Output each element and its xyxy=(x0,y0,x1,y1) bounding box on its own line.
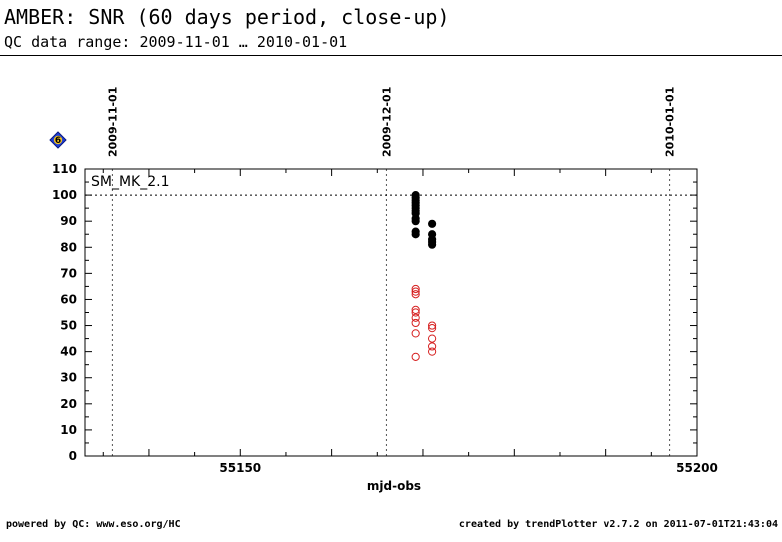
y-tick-label: 40 xyxy=(60,345,77,359)
chart-title: AMBER: SNR (60 days period, close-up) xyxy=(4,5,450,29)
data-point-open xyxy=(428,334,437,343)
y-tick-label: 10 xyxy=(60,423,77,437)
date-markers: 2009-11-01 2009-12-01 2010-01-01 xyxy=(106,87,677,456)
data-points xyxy=(411,190,437,361)
footer-powered-by: powered by QC: www.eso.org/HC xyxy=(6,519,181,530)
data-point-open xyxy=(411,287,420,296)
data-point-filled xyxy=(428,240,437,249)
data-point-open xyxy=(411,290,420,299)
date-marker-label: 2009-12-01 xyxy=(380,87,393,157)
x-tick-label: 55200 xyxy=(676,461,718,475)
data-point-filled xyxy=(411,230,420,239)
panel-label: SM_MK_2.1 xyxy=(91,174,170,190)
date-marker-label: 2010-01-01 xyxy=(664,87,677,157)
y-tick-label: 50 xyxy=(60,319,77,333)
x-axis-label: mjd-obs xyxy=(367,479,421,493)
data-point-filled xyxy=(411,217,420,226)
y-tick-label: 20 xyxy=(60,397,77,411)
data-point-open xyxy=(411,305,420,314)
header-divider xyxy=(0,55,782,56)
data-point-open xyxy=(411,284,420,294)
data-point-open xyxy=(411,329,420,338)
date-marker-label: 2009-11-01 xyxy=(106,87,119,157)
axis-ticks: 0 10 20 30 40 50 60 70 80 90 100 110 55150 55200 xyxy=(52,162,718,475)
data-point-open xyxy=(428,342,437,351)
data-point-open xyxy=(428,321,437,330)
y-tick-label: 30 xyxy=(60,371,77,385)
data-point-open xyxy=(411,313,420,322)
y-tick-label: 80 xyxy=(60,240,77,254)
y-tick-label: 110 xyxy=(52,162,77,176)
chart-subtitle: QC data range: 2009-11-01 … 2010-01-01 xyxy=(4,33,348,51)
blue-diamond-icon: 6 xyxy=(49,131,67,149)
footer-created-by: created by trendPlotter v2.7.2 on 2011-0… xyxy=(458,519,778,530)
y-tick-label: 70 xyxy=(60,266,77,280)
data-point-open xyxy=(428,347,437,356)
plot-frame xyxy=(84,168,698,457)
y-tick-label: 90 xyxy=(60,214,77,228)
y-tick-label: 100 xyxy=(52,188,77,202)
data-point-open xyxy=(411,318,420,328)
badge-count: 6 xyxy=(55,136,61,146)
data-point-filled xyxy=(428,219,437,228)
x-tick-label: 55150 xyxy=(219,461,261,475)
data-point-open xyxy=(411,352,420,361)
y-tick-label: 60 xyxy=(60,292,77,306)
data-point-open xyxy=(428,324,437,333)
data-point-open xyxy=(411,308,420,317)
y-tick-label: 0 xyxy=(69,449,77,463)
